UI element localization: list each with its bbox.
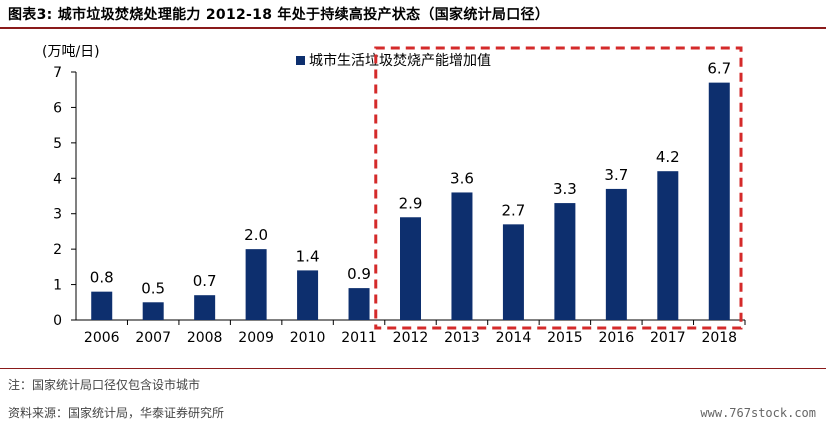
y-tick-label: 3	[53, 207, 62, 223]
bar	[605, 188, 627, 320]
bar	[297, 270, 319, 320]
bar	[502, 224, 524, 320]
bar-value-label: 3.3	[553, 180, 577, 198]
x-tick-label: 2012	[393, 330, 429, 346]
highlight-box	[374, 46, 743, 330]
bar	[91, 291, 113, 320]
bars: 0.8 0.5 0.7 2.0 1.4 0.9 2.9 3.6 2.7 3.3 3.7 4.2 6.7	[90, 60, 731, 320]
x-tick-label: 2013	[444, 330, 480, 346]
bar-value-label: 0.5	[141, 279, 165, 297]
y-ticks: 0 1 2 3 4 5 6 7	[53, 65, 76, 329]
x-tick-label: 2014	[496, 330, 532, 346]
x-tick-label: 2017	[650, 330, 686, 346]
footer-divider	[0, 368, 826, 369]
x-tick-label: 2010	[290, 330, 326, 346]
legend-label: 城市生活垃圾焚烧产能增加值	[309, 52, 491, 69]
legend: 城市生活垃圾焚烧产能增加值	[296, 52, 491, 69]
x-tick-label: 2008	[187, 330, 223, 346]
y-axis-unit: (万吨/日)	[42, 44, 100, 60]
bar	[245, 249, 267, 320]
bar-value-label: 4.2	[656, 148, 680, 166]
bar	[451, 192, 473, 320]
x-tick-label: 2007	[135, 330, 171, 346]
y-tick-label: 5	[53, 136, 62, 152]
legend-swatch	[296, 56, 305, 65]
y-tick-label: 6	[53, 100, 62, 116]
bar-value-label: 3.7	[604, 166, 628, 184]
title-divider	[0, 27, 826, 29]
bar-value-label: 3.6	[450, 169, 474, 187]
x-ticks: 2006 2007 2008 2009 2010 2011 2012 2013 2014 2015…	[84, 320, 746, 346]
bar-value-label: 0.8	[90, 269, 114, 287]
x-tick-label: 2011	[341, 330, 377, 346]
bar-chart: (万吨/日) 城市生活垃圾焚烧产能增加值 0 1 2 3 4 5 6 7 0.8 0.5 0.7 2…	[42, 44, 746, 346]
bar	[194, 295, 216, 320]
footnote: 注：国家统计局口径仅包含设市城市	[8, 378, 201, 392]
bar	[554, 203, 576, 320]
bar	[708, 82, 730, 320]
bar-value-label: 2.0	[244, 226, 268, 244]
bar-value-label: 0.7	[193, 272, 217, 290]
source-note: 资料来源：国家统计局，华泰证券研究所	[8, 406, 225, 420]
bar-value-label: 2.9	[399, 194, 423, 212]
bar-value-label: 6.7	[707, 60, 731, 78]
y-tick-label: 4	[53, 171, 62, 187]
y-tick-label: 0	[53, 313, 62, 329]
y-tick-label: 7	[53, 65, 62, 81]
x-tick-label: 2006	[84, 330, 120, 346]
y-tick-label: 1	[53, 278, 62, 294]
watermark: www.767stock.com	[700, 406, 816, 420]
bar	[400, 217, 421, 320]
x-tick-label: 2015	[547, 330, 583, 346]
chart-title: 图表3: 城市垃圾焚烧处理能力 2012-18 年处于持续高投产状态（国家统计局…	[8, 7, 550, 23]
x-tick-label: 2018	[701, 330, 737, 346]
bar	[142, 302, 164, 320]
bar-value-label: 1.4	[296, 247, 320, 265]
bar	[657, 171, 679, 320]
bar	[348, 288, 370, 320]
bar-value-label: 2.7	[501, 201, 525, 219]
bar-value-label: 0.9	[347, 265, 371, 283]
y-tick-label: 2	[53, 242, 62, 258]
x-tick-label: 2009	[238, 330, 274, 346]
x-tick-label: 2016	[599, 330, 635, 346]
